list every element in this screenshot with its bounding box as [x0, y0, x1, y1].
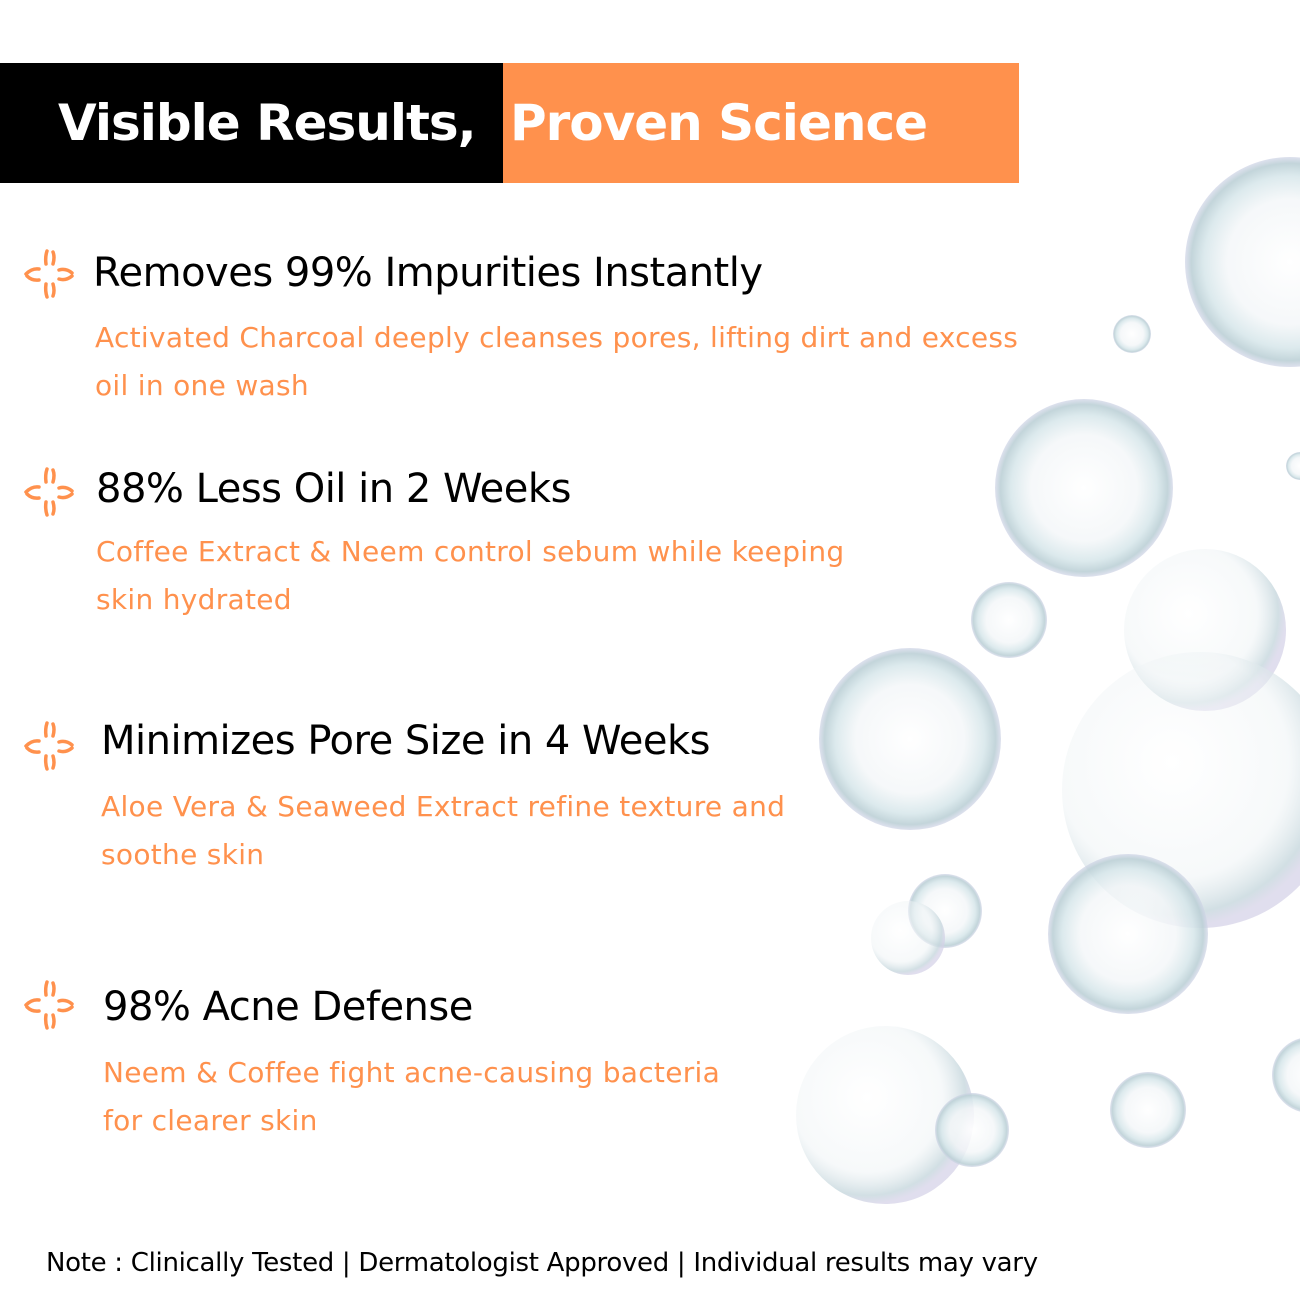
- sparkle-icon: [24, 249, 74, 299]
- bubble: [1110, 1072, 1186, 1148]
- feature-description-line: Aloe Vera & Seaweed Extract refine textu…: [101, 790, 786, 823]
- footer-note: Note : Clinically Tested | Dermatologist…: [46, 1248, 1038, 1278]
- feature-title: 88% Less Oil in 2 Weeks: [96, 466, 571, 512]
- bubble: [1062, 652, 1300, 928]
- feature-description: Neem & Coffee fight acne-causing bacteri…: [103, 1049, 720, 1145]
- sparkle-icon: [24, 467, 74, 517]
- bubble: [1048, 854, 1208, 1014]
- header-title-part1: Visible Results,: [58, 94, 477, 152]
- header-banner: Visible Results, Proven Science: [0, 63, 1019, 183]
- feature-description-line: Activated Charcoal deeply cleanses pores…: [95, 321, 1019, 354]
- feature-title: 98% Acne Defense: [103, 984, 473, 1030]
- bubble: [1124, 549, 1286, 711]
- header-title-part2: Proven Science: [510, 94, 928, 152]
- bubble: [935, 1093, 1009, 1167]
- feature-title: Removes 99% Impurities Instantly: [93, 250, 763, 296]
- sparkle-icon: [24, 980, 74, 1030]
- bubble: [971, 582, 1047, 658]
- bubble: [995, 399, 1173, 577]
- header-black-block: Visible Results,: [0, 63, 503, 183]
- bubble: [1286, 452, 1300, 480]
- bubble: [1272, 1038, 1300, 1112]
- feature-description-line: Neem & Coffee fight acne-causing bacteri…: [103, 1056, 721, 1089]
- feature-title: Minimizes Pore Size in 4 Weeks: [101, 718, 710, 764]
- bubble: [796, 1026, 974, 1204]
- bubble: [908, 874, 982, 948]
- feature-description-line: Coffee Extract & Neem control sebum whil…: [96, 535, 845, 568]
- sparkle-icon: [24, 721, 74, 771]
- feature-description-line: for clearer skin: [103, 1104, 318, 1137]
- feature-description: Aloe Vera & Seaweed Extract refine textu…: [101, 783, 785, 879]
- feature-description: Coffee Extract & Neem control sebum whil…: [96, 528, 844, 624]
- bubble: [871, 901, 945, 975]
- feature-description: Activated Charcoal deeply cleanses pores…: [95, 314, 1018, 410]
- feature-description-line: skin hydrated: [96, 583, 292, 616]
- feature-description-line: oil in one wash: [95, 369, 309, 402]
- bubble: [819, 648, 1001, 830]
- bubble: [1113, 315, 1151, 353]
- header-orange-block: Proven Science: [503, 63, 1019, 183]
- bubble: [1185, 157, 1300, 367]
- feature-description-line: soothe skin: [101, 838, 265, 871]
